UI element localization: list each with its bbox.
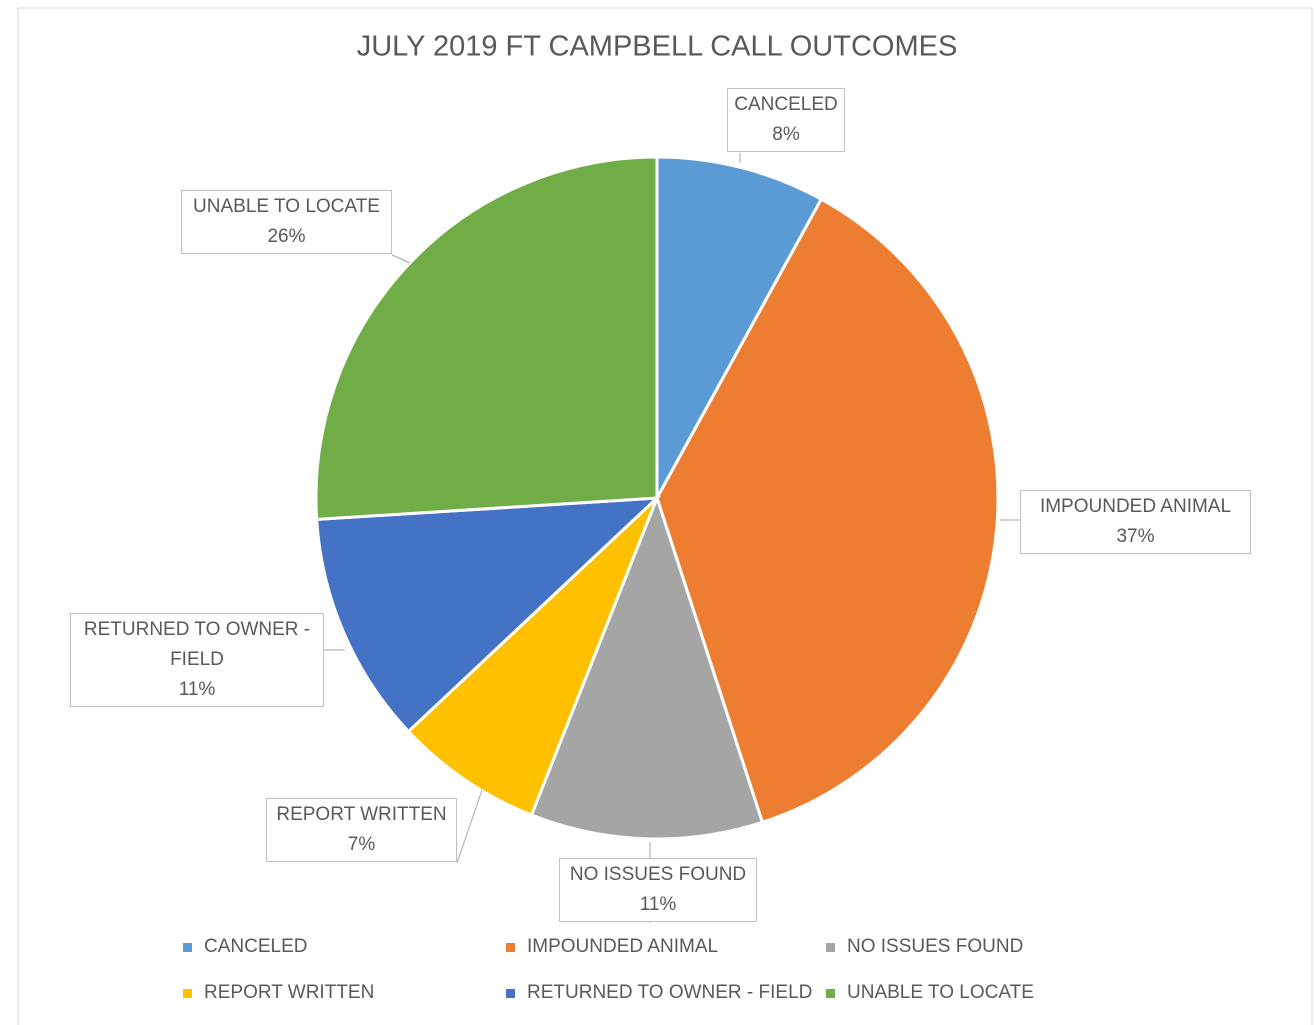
pie-slice (529, 493, 765, 841)
data-label: REPORT WRITTEN 7% (266, 798, 457, 862)
legend-marker (183, 989, 192, 998)
legend-label: NO ISSUES FOUND (847, 936, 1023, 957)
legend-label: RETURNED TO OWNER - FIELD (527, 982, 812, 1003)
pie-slice (314, 155, 659, 522)
data-label: IMPOUNDED ANIMAL 37% (1020, 490, 1251, 554)
legend-label: UNABLE TO LOCATE (847, 982, 1034, 1003)
data-label-value: 37% (1116, 526, 1155, 547)
legend-label: IMPOUNDED ANIMAL (527, 936, 718, 957)
data-label-value: 8% (772, 124, 800, 145)
data-label: UNABLE TO LOCATE 26% (181, 190, 392, 254)
legend-marker (506, 989, 515, 998)
pie-slice (406, 496, 659, 818)
legend-label: CANCELED (204, 936, 307, 957)
data-label: CANCELED 8% (727, 88, 845, 152)
leader-line (391, 254, 411, 264)
data-label-category: REPORT WRITTEN (276, 804, 447, 825)
data-label-value: 11% (178, 679, 216, 700)
data-label: RETURNED TO OWNER - FIELD 11% (70, 613, 324, 707)
pie-slice (655, 155, 824, 499)
legend-marker (506, 943, 515, 952)
legend-marker (826, 989, 835, 998)
chart-title: JULY 2019 FT CAMPBELL CALL OUTCOMES (357, 31, 958, 63)
data-label-category: IMPOUNDED ANIMAL (1039, 496, 1232, 517)
data-label: NO ISSUES FOUND 11% (559, 858, 757, 922)
data-label-category: RETURNED TO OWNER - FIELD (83, 619, 311, 670)
legend-marker (826, 943, 835, 952)
data-label-value: 7% (347, 834, 376, 855)
data-label-category: UNABLE TO LOCATE (193, 196, 380, 217)
legend-label: REPORT WRITTEN (204, 982, 374, 1003)
data-label-category: NO ISSUES FOUND (569, 864, 747, 885)
data-label-value: 11% (639, 894, 677, 915)
data-label-value: 26% (267, 226, 306, 247)
leader-line (456, 789, 483, 864)
data-label-category: CANCELED (734, 94, 838, 115)
pie-slice (655, 197, 1000, 825)
pie-slice (315, 496, 662, 734)
legend-marker (183, 943, 192, 952)
